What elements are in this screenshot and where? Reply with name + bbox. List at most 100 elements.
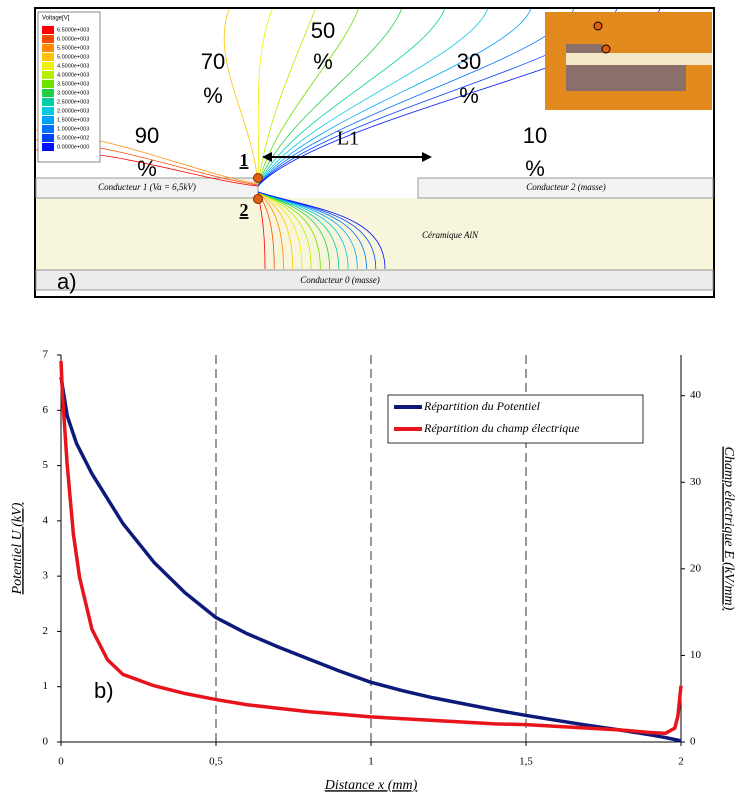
x-tick-label: 0,5 xyxy=(209,756,223,768)
panel-label: a) xyxy=(57,269,77,294)
y2-tick-label: 30 xyxy=(690,476,702,488)
contour-line xyxy=(257,8,359,187)
color-swatch xyxy=(42,107,54,115)
x-tick-label: 2 xyxy=(678,756,684,768)
color-legend-label: 1.5000e+003 xyxy=(57,117,89,123)
color-swatch xyxy=(42,143,54,151)
x-axis-label: Distance x (mm) xyxy=(324,778,418,793)
panel-a: Voltage[V] L1 1 2 Conducteur 1 (Va = 6,5… xyxy=(34,7,715,298)
legend-label: Répartition du champ électrique xyxy=(423,421,580,435)
color-swatch xyxy=(42,71,54,79)
color-legend-label: 0.0000e+000 xyxy=(57,144,89,150)
color-legend-label: 4.5000e+003 xyxy=(57,63,89,69)
point-marker xyxy=(253,194,263,204)
legend-box xyxy=(387,394,644,444)
point-label: 1 xyxy=(240,150,249,170)
contour-line xyxy=(257,8,273,187)
color-swatch xyxy=(42,80,54,88)
contour-lines xyxy=(35,8,661,270)
conductor-2-region xyxy=(417,177,714,199)
y-tick-label: 2 xyxy=(43,625,49,637)
contour-label: 10 xyxy=(523,123,547,148)
region-label: Conducteur 0 (masse) xyxy=(300,275,380,285)
contour-unit: % xyxy=(203,83,223,108)
data-line xyxy=(59,376,682,743)
y-tick-label: 7 xyxy=(43,349,49,361)
region-label: Conducteur 1 (Va = 6,5kV) xyxy=(98,182,196,192)
conductor-1-region xyxy=(35,177,259,199)
inset-layer xyxy=(566,65,686,91)
contour-line xyxy=(257,8,402,187)
legend-label: Répartition du Potentiel xyxy=(423,399,541,413)
y-tick-label: 0 xyxy=(43,736,49,748)
y-tick-label: 6 xyxy=(43,404,49,416)
contour-label: 50 xyxy=(311,18,335,43)
contour-unit: % xyxy=(137,156,157,181)
inset-point xyxy=(593,21,603,31)
contour-unit: % xyxy=(313,49,333,74)
contour-unit: % xyxy=(525,156,545,181)
color-legend-label: 5.0000e+003 xyxy=(57,54,89,60)
point-marker xyxy=(253,173,263,183)
color-swatch xyxy=(42,98,54,106)
y-tick-label: 4 xyxy=(43,514,49,526)
color-swatch xyxy=(42,116,54,124)
y-axis-label: Potentiel U (kV) xyxy=(10,502,25,595)
conductor-0-region xyxy=(35,269,714,291)
region-label: Céramique AlN xyxy=(422,230,479,240)
region-label: Conducteur 2 (masse) xyxy=(526,182,606,192)
inset-point xyxy=(601,44,611,54)
color-legend-label: 6.5000e+003 xyxy=(57,27,89,33)
contour-line xyxy=(257,8,532,187)
point-label: 2 xyxy=(240,200,249,220)
y2-axis-label: Champ électrique E (kV/mm) xyxy=(721,447,735,611)
y-tick-label: 5 xyxy=(43,459,49,471)
contour-line xyxy=(257,8,316,187)
color-legend-label: 3.5000e+003 xyxy=(57,81,89,87)
contour-label: 90 xyxy=(135,123,159,148)
ceramic-region xyxy=(36,198,713,270)
color-swatch xyxy=(42,125,54,133)
contour-line xyxy=(257,191,386,270)
contour-line xyxy=(257,191,294,270)
y2-tick-label: 0 xyxy=(690,736,696,748)
color-legend-label: 2.0000e+003 xyxy=(57,108,89,114)
inset-layer xyxy=(566,53,712,65)
contour-label: 30 xyxy=(457,49,481,74)
color-swatch xyxy=(42,89,54,97)
x-tick-label: 1 xyxy=(368,756,374,768)
color-legend-label: 3.0000e+003 xyxy=(57,90,89,96)
y2-tick-label: 40 xyxy=(690,389,702,401)
contour-line xyxy=(257,191,312,270)
y-tick-label: 1 xyxy=(43,680,49,692)
color-legend-label: 6.0000e+003 xyxy=(57,36,89,42)
contour-line xyxy=(257,191,303,270)
color-swatch xyxy=(42,44,54,52)
y-tick-label: 3 xyxy=(43,570,49,582)
x-tick-label: 0 xyxy=(58,756,64,768)
color-legend-label: 5.5000e+003 xyxy=(57,45,89,51)
y2-tick-label: 20 xyxy=(690,562,702,574)
contour-unit: % xyxy=(459,83,479,108)
length-label: L1 xyxy=(337,128,359,150)
color-swatch xyxy=(42,53,54,61)
y2-tick-label: 10 xyxy=(690,649,702,661)
contour-line xyxy=(223,8,259,187)
color-legend-label: 1.0000e+003 xyxy=(57,126,89,132)
color-legend-label: 2.5000e+003 xyxy=(57,99,89,105)
color-swatch xyxy=(42,26,54,34)
color-swatch xyxy=(42,62,54,70)
color-legend-label: 5.0000e+002 xyxy=(57,135,89,141)
x-tick-label: 1,5 xyxy=(519,756,533,768)
color-swatch xyxy=(42,134,54,142)
color-legend-title: Voltage[V] xyxy=(42,16,70,22)
contour-line xyxy=(257,8,489,187)
data-line xyxy=(59,360,683,736)
panel-label: b) xyxy=(94,678,114,703)
contour-line xyxy=(257,8,445,187)
contour-label: 70 xyxy=(201,49,225,74)
color-swatch xyxy=(42,35,54,43)
